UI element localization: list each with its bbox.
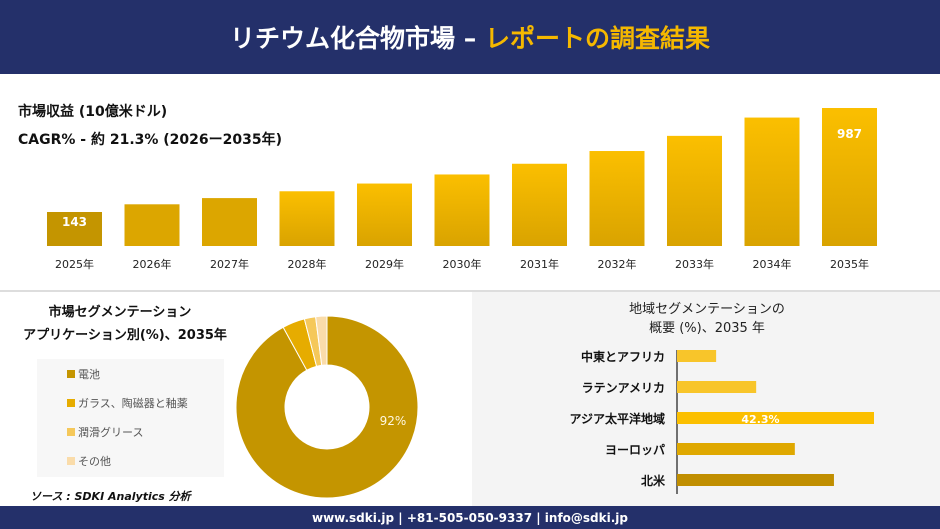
y-tick-label: アジア太平洋地域 [569, 411, 665, 426]
donut-slice-3 [315, 315, 328, 366]
y-tick-label: ヨーロッパ [605, 443, 665, 457]
bar-2026年 [124, 204, 180, 246]
y-tick-label: 北米 [641, 473, 666, 488]
bar-アジア太平洋地域 [677, 412, 874, 424]
bar-北米 [677, 474, 834, 486]
x-tick-label: 2035年 [830, 257, 869, 271]
legend-label: その他 [78, 454, 111, 468]
revenue-bar-chart: 2025年 143 2026年 2027年 2028年 2029年 2030年 2031年 20… [47, 108, 877, 271]
legend-swatch [67, 398, 75, 407]
x-tick-label: 2029年 [365, 257, 404, 271]
donut-slice-0 [235, 315, 419, 499]
legend-item: ガラス、陶磁器と釉薬 [37, 388, 224, 417]
legend-swatch [67, 369, 75, 378]
bar-data-label: 42.3% [741, 413, 779, 426]
bar-2030年 [434, 174, 490, 246]
bar-2035年 [822, 108, 877, 246]
footer-contact: www.sdki.jp | +81-505-050-9337 | info@sd… [0, 506, 940, 529]
donut-data-label: 92% [380, 414, 407, 428]
cagr-subtitle: CAGR% - 約 21.3% (2026ー2035年) [18, 132, 283, 148]
title-accent: レポートの調査結果 [484, 24, 710, 53]
bar-2025年 [47, 212, 102, 246]
divider [0, 290, 940, 292]
application-title-1: 市場セグメンテーション [48, 305, 192, 320]
legend-label: 電池 [78, 367, 100, 381]
legend-swatch [67, 427, 75, 436]
region-panel [472, 292, 940, 506]
bar-ラテンアメリカ [677, 381, 757, 393]
bar-2027年 [202, 198, 257, 246]
x-tick-label: 2025年 [55, 257, 94, 271]
header-title: リチウム化合物市場 – レポートの調査結果 [0, 0, 940, 74]
bar-2034年 [744, 117, 800, 246]
legend-item: 潤滑グリース [37, 417, 224, 446]
x-tick-label: 2028年 [288, 257, 327, 271]
x-tick-label: 2034年 [753, 257, 792, 271]
application-donut-chart: 92% [235, 315, 419, 499]
y-tick-label: 中東とアフリカ [581, 349, 665, 364]
y-tick-label: ラテンアメリカ [582, 381, 665, 395]
legend-label: ガラス、陶磁器と釉薬 [78, 396, 188, 410]
bar-2029年 [357, 183, 412, 246]
legend-swatch [67, 456, 75, 465]
legend-item: 電池 [37, 359, 224, 388]
bar-data-label: 987 [837, 127, 862, 141]
bar-2032年 [589, 151, 645, 246]
source-note: ソース : SDKI Analytics 分析 [30, 490, 191, 503]
x-tick-label: 2027年 [210, 257, 249, 271]
bar-2028年 [279, 191, 335, 246]
x-tick-label: 2030年 [443, 257, 482, 271]
legend-label: 潤滑グリース [78, 425, 144, 439]
title-main: リチウム化合物市場 – [230, 24, 477, 53]
x-tick-label: 2032年 [598, 257, 637, 271]
x-tick-label: 2026年 [133, 257, 172, 271]
region-title-1: 地域セグメンテーションの [629, 302, 785, 317]
bar-2031年 [512, 163, 567, 246]
region-title-2: 概要 (%)、2035 年 [649, 321, 765, 336]
bar-data-label: 143 [62, 215, 87, 229]
x-tick-label: 2031年 [520, 257, 559, 271]
revenue-title: 市場収益 (10億米ドル) [18, 104, 168, 120]
bar-2033年 [667, 135, 722, 246]
bar-ヨーロッパ [677, 443, 795, 455]
pie-legend: 電池ガラス、陶磁器と釉薬 潤滑グリース その他 [37, 359, 224, 477]
application-title-2: アプリケーション別(%)、2035年 [23, 328, 227, 343]
bar-中東とアフリカ [677, 350, 717, 362]
x-tick-label: 2033年 [675, 257, 714, 271]
legend-item: その他 [37, 446, 224, 475]
